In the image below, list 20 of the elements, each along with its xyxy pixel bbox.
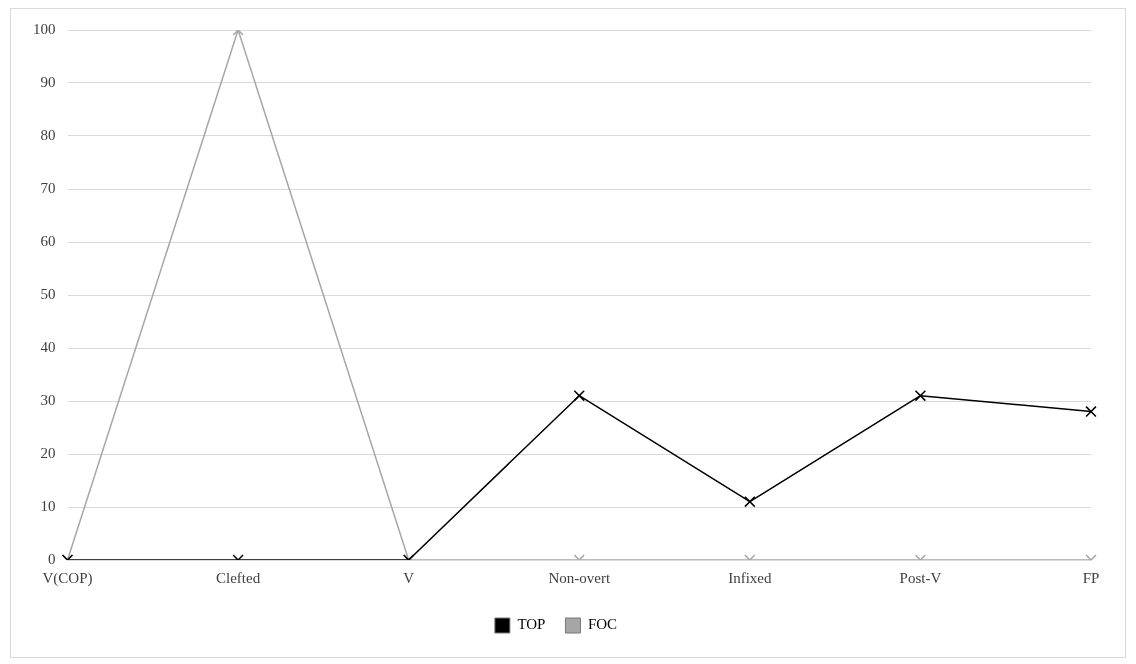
x-tick-label: Non-overt (548, 569, 611, 586)
y-tick-label: 20 (40, 444, 56, 461)
y-tick-label: 70 (40, 179, 56, 196)
x-tick-label: FP (1082, 569, 1100, 586)
legend-label: TOP (517, 616, 546, 633)
y-tick-label: 0 (48, 550, 56, 567)
x-tick-label: V(COP) (42, 569, 93, 587)
y-tick-label: 100 (33, 20, 56, 37)
y-tick-label: 80 (40, 126, 56, 143)
y-tick-label: 90 (40, 73, 56, 90)
y-tick-label: 40 (40, 338, 56, 355)
x-tick-label: Clefted (216, 569, 261, 586)
y-tick-label: 10 (40, 497, 56, 514)
y-tick-label: 30 (40, 391, 56, 408)
y-tick-label: 50 (40, 285, 56, 302)
y-tick-label: 60 (40, 232, 56, 249)
x-tick-label: V (403, 569, 415, 586)
x-tick-label: Post-V (899, 569, 942, 586)
legend-label: FOC (587, 616, 618, 633)
x-tick-label: Infixed (728, 569, 772, 586)
